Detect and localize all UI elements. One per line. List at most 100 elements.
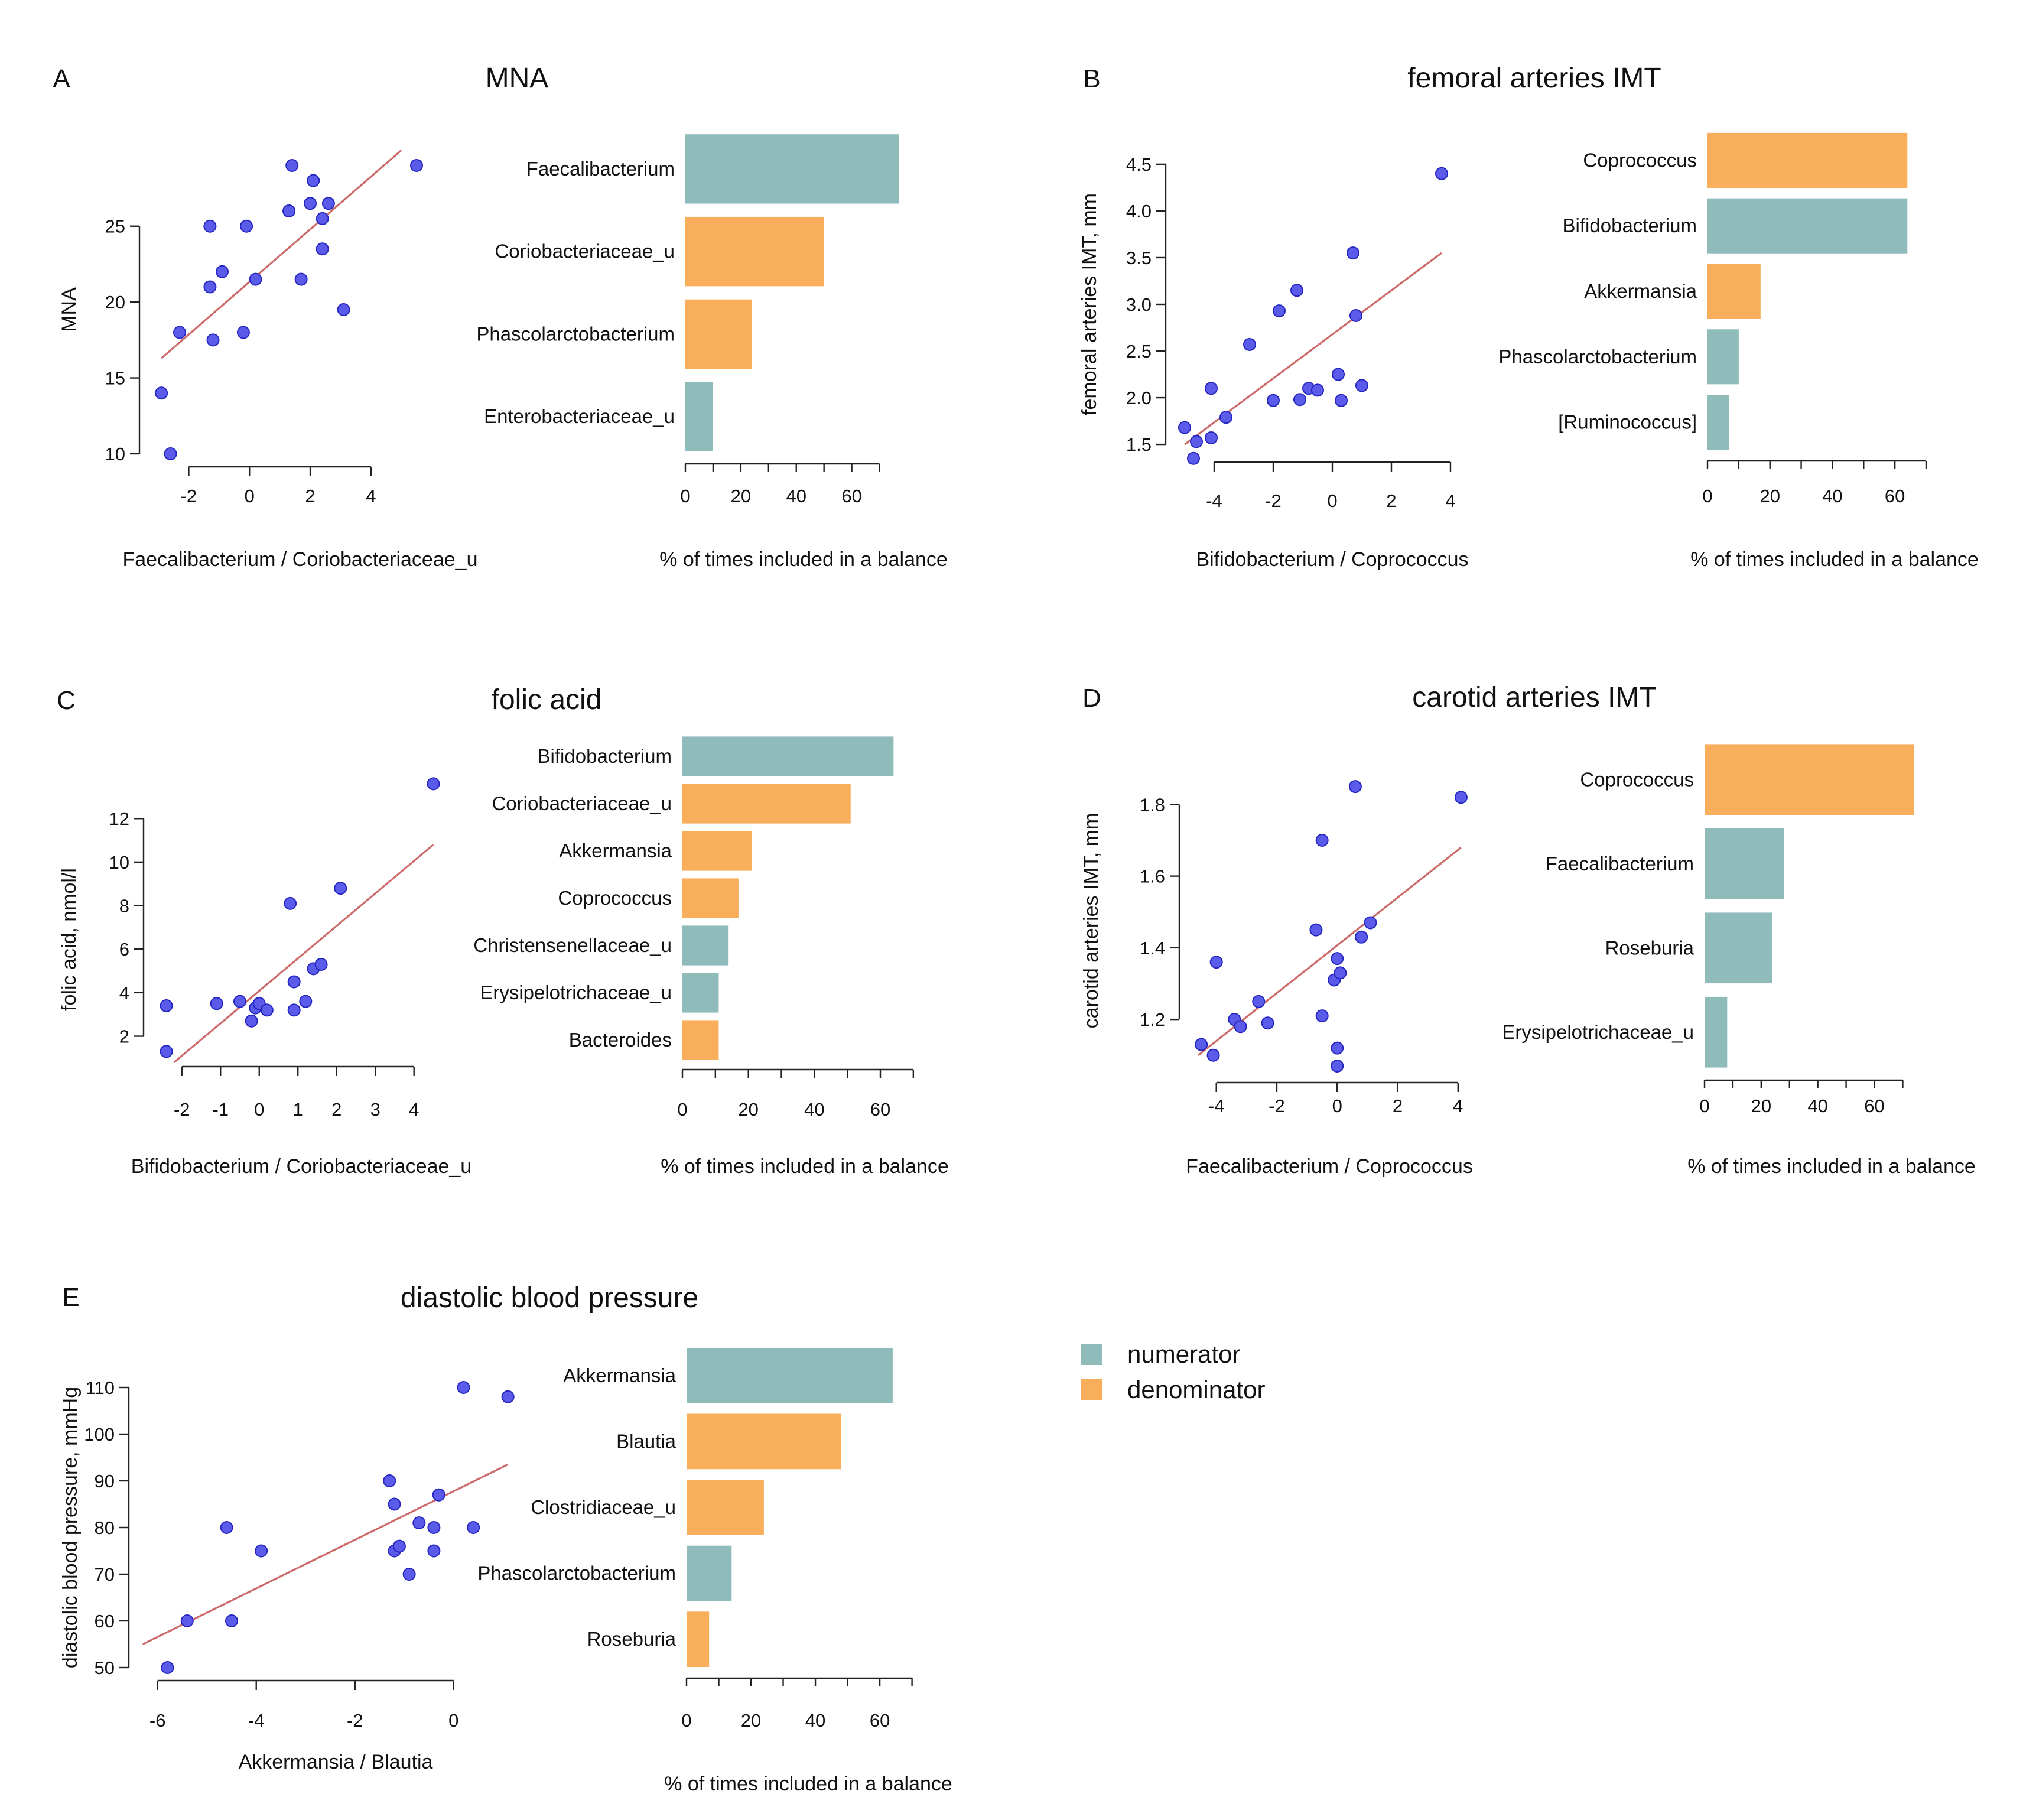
scatter-point	[1331, 1041, 1344, 1055]
panel-title: femoral arteries IMT	[1407, 63, 1661, 94]
scatter-point	[287, 1003, 301, 1017]
y-tick-label: 1.5	[1126, 434, 1152, 455]
scatter-point	[1273, 304, 1286, 318]
bar-plot: Coprococcus Bifidobacterium Akkermansia Pha…	[1498, 132, 1979, 571]
bar-x-tick-label: 0	[1702, 486, 1712, 506]
bar-x-tick-label: 40	[1807, 1096, 1827, 1116]
bar-plot: Bifidobacterium Coriobacteriaceae_u Akkerm…	[473, 736, 949, 1178]
x-tick-label: 2	[1386, 490, 1396, 511]
x-tick-label: -2	[347, 1710, 363, 1731]
x-tick-label: -2	[181, 486, 197, 506]
bar-category-label: Bifidobacterium	[1563, 214, 1697, 236]
scatter-point	[206, 333, 220, 347]
scatter-point	[1293, 393, 1306, 407]
bar-x-tick-label: 0	[681, 1710, 691, 1731]
scatter-point	[1195, 1038, 1208, 1051]
y-tick-label: 1.6	[1140, 866, 1165, 887]
bar-category-label: Erysipelotrichaceae_u	[480, 982, 672, 1003]
bar-denominator	[687, 1413, 841, 1470]
scatter-point	[161, 1661, 174, 1674]
x-tick-label: -2	[1269, 1096, 1285, 1116]
scatter-y-label: diastolic blood pressure, mmHg	[59, 1387, 82, 1668]
bar-x-tick-label: 60	[1885, 486, 1905, 506]
panel-letter: D	[1082, 684, 1101, 713]
bar-numerator	[682, 736, 894, 776]
panel-title: MNA	[486, 63, 549, 94]
y-tick-label: 60	[95, 1611, 115, 1632]
x-tick-label: 1	[293, 1099, 303, 1120]
y-tick-label: 2.0	[1126, 388, 1152, 408]
scatter-x-label: Faecalibacterium / Coprococcus	[1186, 1155, 1473, 1178]
bar-category-label: Faecalibacterium	[1546, 853, 1694, 875]
scatter-point	[249, 272, 262, 286]
scatter-point	[334, 882, 347, 895]
bar-x-tick-label: 40	[786, 486, 806, 506]
y-tick-label: 6	[119, 939, 129, 960]
legend-item-numerator: numerator	[1081, 1337, 1265, 1372]
y-tick-label: 20	[105, 292, 125, 313]
x-tick-label: 4	[1445, 490, 1455, 511]
scatter-point	[215, 265, 229, 278]
bar-numerator	[687, 1347, 893, 1403]
regression-line	[161, 150, 402, 359]
bar-category-label: Bacteroides	[569, 1029, 672, 1051]
scatter-point	[155, 386, 168, 400]
bar-denominator	[685, 299, 752, 369]
scatter-plot: -2 0 2 4 10 15 20 25 Faecalibacterium / Coriobac…	[58, 150, 477, 571]
scatter-point	[427, 777, 440, 791]
scatter-point	[1209, 956, 1223, 969]
scatter-x-label: Akkermansia / Blautia	[239, 1751, 433, 1773]
bar-category-label: [Ruminococcus]	[1558, 411, 1697, 433]
bar-numerator	[685, 382, 713, 451]
x-tick-label: -4	[248, 1710, 265, 1731]
bar-category-label: Phascolarctobacterium	[476, 323, 675, 344]
regression-line	[142, 1463, 509, 1645]
scatter-point	[299, 994, 313, 1008]
x-tick-label: 4	[366, 486, 376, 506]
scatter-point	[1252, 994, 1266, 1008]
scatter-point	[1331, 1059, 1344, 1072]
bar-category-label: Erysipelotrichaceae_u	[1502, 1021, 1694, 1043]
y-tick-label: 12	[109, 808, 129, 829]
scatter-x-label: Faecalibacterium / Coriobacteriaceae_u	[123, 548, 478, 571]
bar-denominator	[1707, 132, 1908, 188]
y-tick-label: 10	[109, 852, 129, 873]
y-tick-label: 50	[95, 1658, 115, 1678]
scatter-point	[160, 1045, 173, 1058]
bar-numerator	[685, 134, 899, 204]
scatter-plot: -6 -4 -2 0 50 60 70 80 90 100 110 Akkermansia / Bla…	[59, 1377, 515, 1773]
scatter-point	[427, 1544, 441, 1558]
scatter-point	[282, 204, 296, 218]
legend-swatch-numerator	[1081, 1344, 1102, 1365]
bar-x-label: % of times included in a balance	[659, 548, 948, 571]
scatter-point	[1243, 337, 1256, 351]
y-tick-label: 2	[119, 1026, 129, 1047]
scatter-point	[287, 975, 301, 989]
scatter-point	[1290, 284, 1303, 297]
scatter-point	[501, 1390, 515, 1403]
bar-x-tick-label: 60	[870, 1099, 890, 1120]
panel-letter: A	[53, 64, 70, 93]
x-tick-label: 2	[331, 1099, 341, 1120]
bar-category-label: Christensenellaceae_u	[473, 934, 672, 956]
scatter-y-label: carotid arteries IMT, mm	[1080, 813, 1102, 1029]
bar-x-label: % of times included in a balance	[1690, 548, 1979, 571]
scatter-point	[316, 212, 329, 225]
scatter-point	[1311, 384, 1324, 397]
bar-x-tick-label: 60	[841, 486, 861, 506]
scatter-point	[233, 994, 246, 1008]
bar-x-tick-label: 0	[680, 486, 690, 506]
scatter-point	[412, 1516, 426, 1530]
scatter-point	[1315, 1009, 1329, 1023]
y-tick-label: 4	[119, 983, 129, 1003]
bar-numerator	[1707, 329, 1739, 385]
scatter-y-label: folic acid, nmol/l	[58, 868, 80, 1011]
bar-denominator	[682, 831, 752, 871]
scatter-point	[173, 326, 186, 339]
scatter-point	[284, 896, 297, 910]
bar-denominator	[682, 784, 851, 824]
y-tick-label: 8	[119, 896, 129, 916]
scatter-point	[1347, 246, 1359, 260]
